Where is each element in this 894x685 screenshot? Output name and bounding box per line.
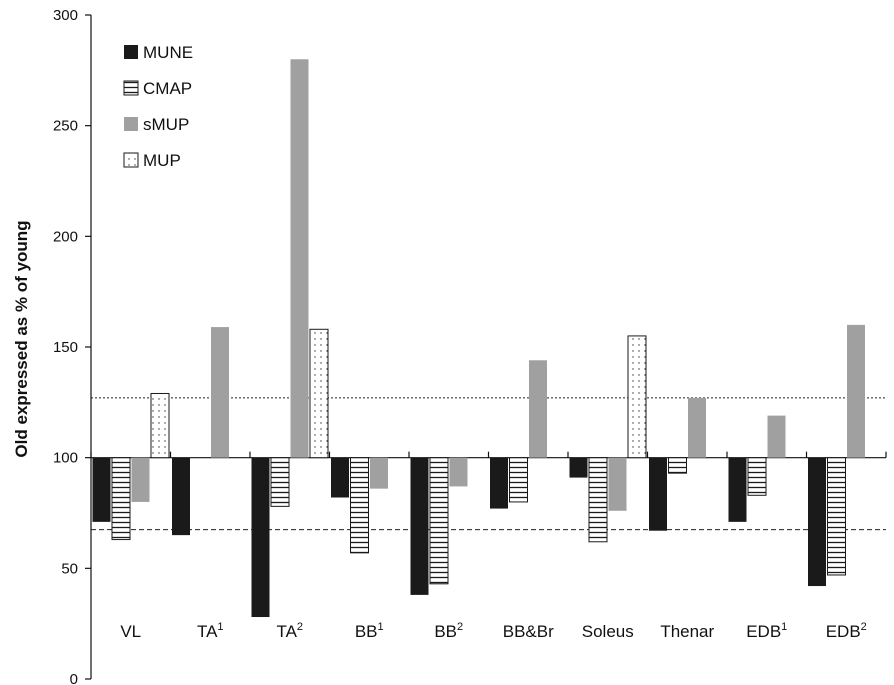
bar-mune-ta2 <box>251 457 270 618</box>
bar-cmap-vl <box>111 457 131 541</box>
y-tick-label: 200 <box>53 228 78 245</box>
bar-cmap-edb2 <box>827 457 846 576</box>
bar-smup-edb1 <box>767 415 786 458</box>
y-axis-title: Old expressed as % of young <box>12 220 31 457</box>
legend-swatch-cmap <box>123 80 139 96</box>
legend-label-mup: MUP <box>143 151 181 170</box>
y-tick-label: 0 <box>70 671 78 685</box>
y-tick-label: 300 <box>53 7 78 24</box>
category-label: Soleus <box>582 622 634 641</box>
bar-smup-bbbr <box>529 360 547 458</box>
bar-mune-bb2 <box>410 457 429 595</box>
bar-mune-ta1 <box>172 457 190 536</box>
bar-mune-bb1 <box>331 457 349 498</box>
legend-label-cmap: CMAP <box>143 79 192 98</box>
category-label: TA2 <box>276 621 303 641</box>
bar-cmap-bb2 <box>429 457 449 585</box>
category-label: VL <box>120 622 141 641</box>
bar-smup-ta2 <box>290 59 309 458</box>
bars <box>92 59 865 618</box>
bar-mune-bbbr <box>490 457 508 509</box>
axes: 0 50 100 150 200 250 300 <box>53 7 887 685</box>
bar-smup-bb2 <box>449 457 468 487</box>
legend: MUNE CMAP sMUP MUP <box>123 43 193 170</box>
bar-cmap-bbbr <box>509 457 528 503</box>
category-label: EDB2 <box>826 621 867 641</box>
bar-mune-soleus <box>569 457 588 478</box>
bar-mune-edb1 <box>728 457 747 522</box>
bar-smup-bb1 <box>370 457 388 489</box>
y-tick-label: 50 <box>61 560 78 577</box>
bar-cmap-bb1 <box>350 457 369 554</box>
legend-label-mune: MUNE <box>143 43 193 62</box>
bar-cmap-ta2 <box>270 457 290 507</box>
legend-swatch-mune <box>124 45 138 59</box>
bar-mup-ta2 <box>309 328 329 459</box>
y-tick-label: 100 <box>53 450 78 467</box>
bar-smup-edb2 <box>847 324 865 458</box>
category-label: TA1 <box>197 621 224 641</box>
legend-swatch-smup <box>124 117 138 131</box>
y-tick-label: 150 <box>53 339 78 356</box>
legend-label-smup: sMUP <box>143 115 189 134</box>
bar-mune-thenar <box>649 457 667 531</box>
bar-mup-soleus <box>627 335 647 459</box>
bar-smup-soleus <box>608 457 627 511</box>
bar-smup-vl <box>131 457 150 502</box>
category-label: BB2 <box>434 621 463 641</box>
bar-smup-thenar <box>688 397 706 458</box>
bar-cmap-edb1 <box>747 457 767 496</box>
category-label: EDB1 <box>746 621 787 641</box>
bar-mune-edb2 <box>808 457 826 587</box>
legend-swatch-mup <box>123 152 139 168</box>
bar-cmap-soleus <box>588 457 608 543</box>
bar-mune-vl <box>92 457 111 522</box>
bar-smup-ta1 <box>211 327 229 458</box>
bar-mup-vl <box>150 392 170 459</box>
y-tick-label: 250 <box>53 118 78 135</box>
reference-lines <box>91 397 886 531</box>
category-label: Thenar <box>660 622 714 641</box>
category-label: BB&Br <box>503 622 554 641</box>
bar-cmap-thenar <box>668 457 687 474</box>
category-label: BB1 <box>355 621 384 641</box>
labels: Old expressed as % of young VL TA1 TA2 BB1 BB… <box>12 220 867 641</box>
